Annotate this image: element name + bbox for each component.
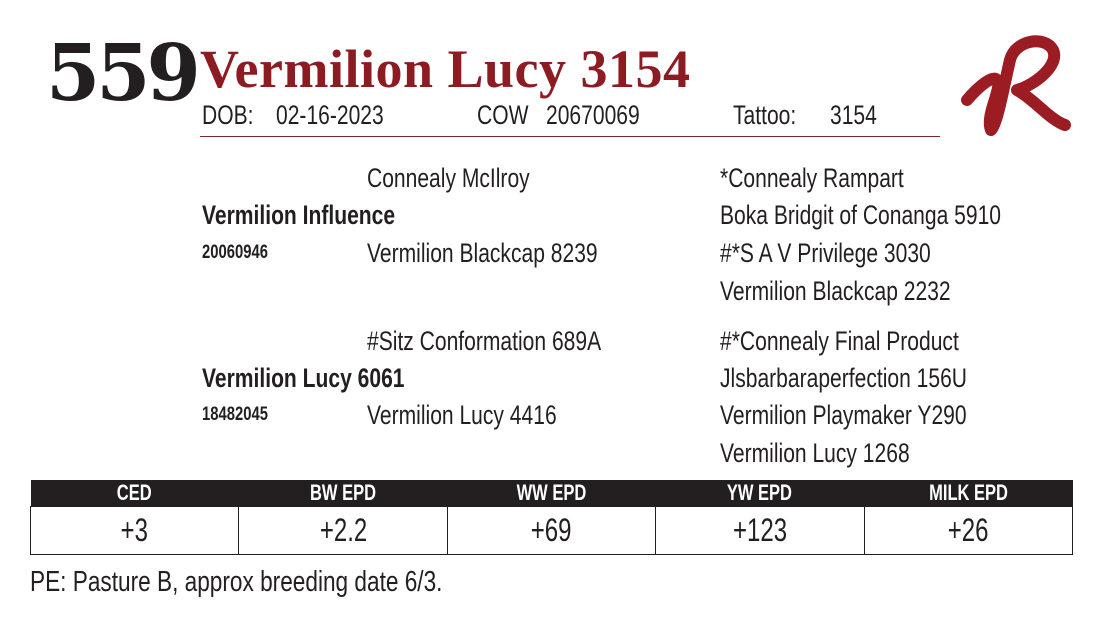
animal-name: Vermilion Lucy 3154 — [200, 39, 691, 99]
dam-dam-dam: Vermilion Lucy 1268 — [720, 438, 910, 468]
sire-sire: Connealy McIlroy — [367, 163, 530, 193]
sire-name: Vermilion Influence — [202, 200, 396, 230]
dam-sire: #Sitz Conformation 689A — [367, 326, 602, 356]
epd-header-row: CED BW EPD WW EPD YW EPD MILK EPD — [30, 480, 1073, 507]
epd-header: BW EPD — [310, 480, 377, 505]
epd-header: YW EPD — [727, 480, 793, 505]
dam-dam: Vermilion Lucy 4416 — [367, 400, 557, 430]
epd-value: +2.2 — [319, 512, 367, 548]
dam-reg: 18482045 — [202, 404, 268, 425]
dam-name: Vermilion Lucy 6061 — [202, 363, 405, 393]
epd-header: CED — [117, 480, 153, 505]
reg-number: 20670069 — [546, 100, 640, 130]
epd-value: +123 — [732, 512, 787, 548]
sire-dam-sire: #*S A V Privilege 3030 — [720, 238, 931, 268]
tattoo-label: Tattoo: — [733, 100, 797, 130]
sire-sire-sire: *Connealy Rampart — [720, 163, 904, 193]
sire-reg: 20060946 — [202, 242, 268, 263]
dob-label: DOB: — [202, 100, 254, 130]
logo-vr — [961, 35, 1071, 136]
dam-sire-sire: #*Connealy Final Product — [720, 326, 959, 356]
divider — [200, 136, 940, 137]
sire-dam: Vermilion Blackcap 8239 — [367, 238, 598, 268]
dam-dam-sire: Vermilion Playmaker Y290 — [720, 400, 967, 430]
lot-number: 559 — [46, 28, 201, 119]
sire-dam-dam: Vermilion Blackcap 2232 — [720, 276, 951, 306]
epd-value: +3 — [121, 512, 149, 548]
epd-header: MILK EPD — [928, 480, 1008, 505]
epd-header: WW EPD — [516, 480, 587, 505]
tattoo-value: 3154 — [830, 100, 877, 130]
dob-value: 02-16-2023 — [276, 100, 384, 130]
footnote: PE: Pasture B, approx breeding date 6/3. — [30, 566, 443, 598]
reg-label: COW — [477, 100, 529, 130]
epd-value: +69 — [531, 512, 572, 548]
epd-table: CED BW EPD WW EPD YW EPD MILK EPD +3 +2.… — [29, 480, 1074, 555]
dam-sire-dam: Jlsbarbaraperfection 156U — [720, 363, 968, 393]
epd-value: +26 — [947, 512, 989, 548]
epd-value-row: +3 +2.2 +69 +123 +26 — [29, 506, 1074, 555]
sire-sire-dam: Boka Bridgit of Conanga 5910 — [720, 200, 1002, 230]
